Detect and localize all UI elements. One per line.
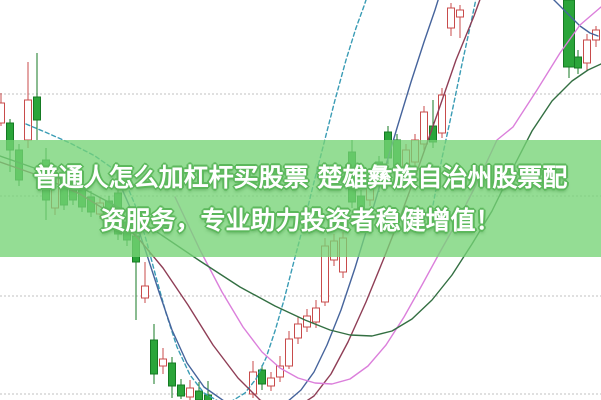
candle-up bbox=[24, 99, 32, 141]
candle-down bbox=[33, 96, 41, 121]
candle-down bbox=[15, 149, 23, 181]
candle-down bbox=[563, 0, 575, 68]
candle-up bbox=[420, 111, 428, 145]
candle-up bbox=[51, 174, 59, 209]
candle-up bbox=[402, 149, 410, 173]
candle-down bbox=[348, 151, 356, 203]
candle-down bbox=[150, 339, 158, 375]
ma-teal-dashed bbox=[25, 0, 367, 400]
candle-down bbox=[204, 394, 212, 400]
candle-down bbox=[168, 362, 176, 387]
candle-down bbox=[574, 56, 582, 69]
candle-up bbox=[447, 7, 455, 29]
candle-down bbox=[177, 384, 185, 397]
candle-up bbox=[0, 102, 5, 124]
ma-teal-dashed-right bbox=[432, 0, 477, 206]
candle-up bbox=[366, 179, 374, 201]
candle-down bbox=[60, 177, 68, 206]
candle-down bbox=[393, 139, 401, 167]
candle-up bbox=[438, 94, 446, 134]
candle-down bbox=[384, 131, 392, 159]
candle-up bbox=[411, 139, 419, 163]
candle-up bbox=[186, 387, 194, 398]
ma-navy-top-right bbox=[553, 0, 599, 37]
candle-up bbox=[141, 285, 149, 299]
candle-down bbox=[195, 390, 203, 400]
candle-up bbox=[285, 338, 293, 367]
ma-magenta bbox=[174, 6, 601, 385]
candle-up bbox=[294, 323, 302, 339]
candle-down bbox=[357, 195, 365, 223]
ma-navy bbox=[117, 0, 439, 400]
candle-down bbox=[258, 369, 266, 385]
candle-down bbox=[6, 122, 14, 151]
candle-up bbox=[159, 358, 167, 367]
candle-up bbox=[267, 377, 275, 387]
candle-up bbox=[339, 237, 347, 273]
candle-up bbox=[456, 9, 464, 18]
candle-up bbox=[276, 365, 284, 378]
candle-up bbox=[312, 307, 320, 323]
candle-up bbox=[583, 39, 591, 64]
candle-up bbox=[321, 245, 329, 303]
candle-down bbox=[114, 192, 122, 235]
candle-down bbox=[132, 235, 140, 263]
candle-up bbox=[330, 240, 338, 261]
